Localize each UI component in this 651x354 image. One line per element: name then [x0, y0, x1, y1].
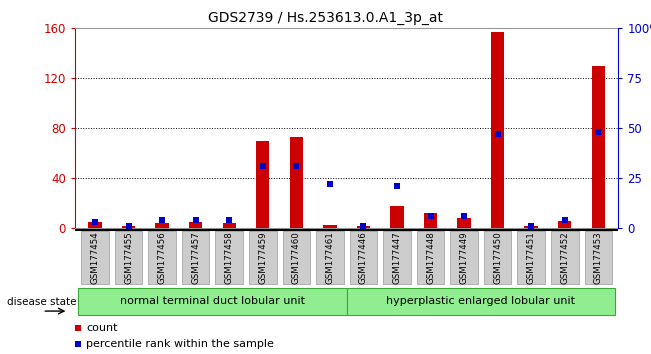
Text: GSM177449: GSM177449	[460, 231, 469, 284]
Text: GSM177459: GSM177459	[258, 231, 268, 284]
Bar	[249, 231, 277, 284]
Bar	[283, 231, 310, 284]
Text: GDS2739 / Hs.253613.0.A1_3p_at: GDS2739 / Hs.253613.0.A1_3p_at	[208, 11, 443, 25]
Text: GSM177447: GSM177447	[393, 231, 402, 284]
Bar	[484, 231, 512, 284]
Text: GSM177452: GSM177452	[561, 231, 569, 284]
Bar	[115, 231, 143, 284]
Bar	[290, 137, 303, 228]
Bar	[585, 231, 612, 284]
Bar	[81, 231, 109, 284]
Bar	[391, 206, 404, 228]
Bar	[350, 231, 377, 284]
Text: GSM177457: GSM177457	[191, 231, 200, 284]
Bar	[122, 226, 135, 228]
Text: GSM177456: GSM177456	[158, 231, 167, 284]
Bar	[417, 231, 444, 284]
Bar	[316, 231, 344, 284]
Bar	[215, 231, 243, 284]
Bar	[189, 222, 202, 228]
Text: GSM177446: GSM177446	[359, 231, 368, 284]
Bar	[78, 288, 346, 315]
Bar	[518, 231, 545, 284]
Bar	[424, 213, 437, 228]
Bar	[156, 223, 169, 228]
Bar	[182, 231, 210, 284]
Bar	[148, 231, 176, 284]
Bar	[450, 231, 478, 284]
Bar	[256, 141, 270, 228]
Text: GSM177453: GSM177453	[594, 231, 603, 284]
Bar	[223, 223, 236, 228]
Text: GSM177454: GSM177454	[90, 231, 100, 284]
Bar	[357, 226, 370, 228]
Bar	[383, 231, 411, 284]
Bar	[558, 221, 572, 228]
Bar	[458, 218, 471, 228]
Bar	[346, 288, 615, 315]
Text: GSM177451: GSM177451	[527, 231, 536, 284]
Text: disease state: disease state	[7, 297, 76, 307]
Text: GSM177461: GSM177461	[326, 231, 335, 284]
Text: normal terminal duct lobular unit: normal terminal duct lobular unit	[120, 296, 305, 306]
Text: GSM177450: GSM177450	[493, 231, 502, 284]
Bar	[323, 224, 337, 228]
Bar	[592, 66, 605, 228]
Bar	[491, 32, 505, 228]
Text: GSM177448: GSM177448	[426, 231, 435, 284]
Text: count: count	[86, 323, 118, 333]
Text: hyperplastic enlarged lobular unit: hyperplastic enlarged lobular unit	[387, 296, 575, 306]
Bar	[551, 231, 579, 284]
Bar	[89, 222, 102, 228]
Text: GSM177460: GSM177460	[292, 231, 301, 284]
Bar	[525, 226, 538, 228]
Text: GSM177455: GSM177455	[124, 231, 133, 284]
Text: GSM177458: GSM177458	[225, 231, 234, 284]
Text: percentile rank within the sample: percentile rank within the sample	[86, 339, 274, 349]
